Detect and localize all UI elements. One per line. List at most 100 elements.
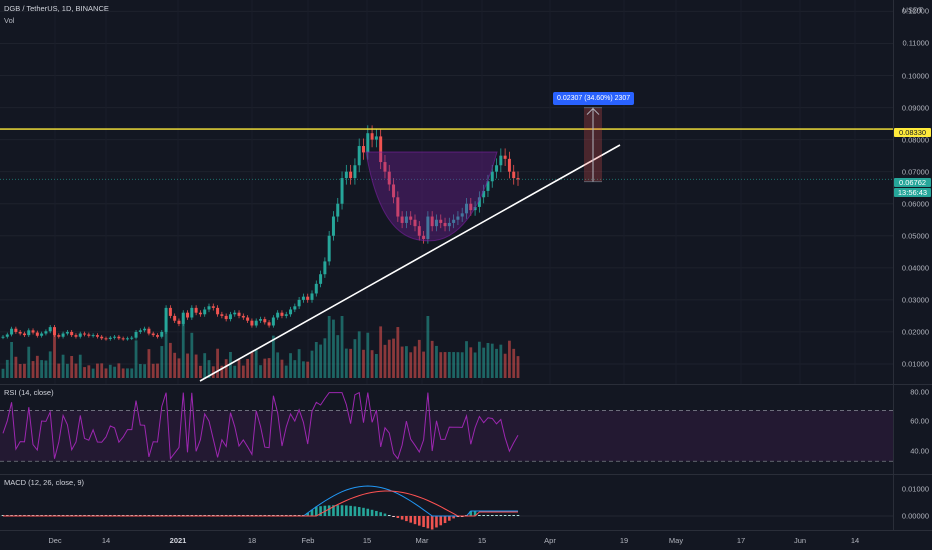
volume-bar	[96, 363, 99, 378]
volume-bar	[156, 363, 159, 378]
volume-bar	[332, 319, 335, 378]
rsi-title: RSI (14, close)	[4, 388, 54, 397]
macd-histogram-bar	[478, 515, 481, 516]
volume-bar	[473, 352, 477, 378]
macd-histogram-bar	[512, 515, 516, 516]
macd-histogram-bar	[375, 510, 378, 516]
time-axis-label: 17	[736, 536, 746, 545]
candle-body	[482, 190, 486, 198]
macd-histogram-bar	[508, 515, 511, 516]
candle-body	[439, 219, 443, 223]
volume-bar	[104, 368, 108, 378]
candle-body	[353, 165, 357, 179]
macd-histogram-bar	[516, 515, 520, 516]
volume-bar	[379, 326, 383, 378]
volume-bar	[134, 340, 138, 378]
time-axis-label: 19	[619, 536, 629, 545]
macd-signal-line	[3, 490, 518, 517]
volume-bar	[35, 355, 39, 378]
candle-body	[40, 333, 44, 336]
price-axis[interactable]: USDT 0.12000 0.11000 0.10000 0.09000 0.08000…	[893, 0, 932, 384]
macd-histogram-bar	[422, 516, 425, 528]
candle-body	[460, 213, 464, 217]
time-axis-label: 14	[101, 536, 111, 545]
candle-body	[18, 331, 22, 334]
macd-histogram-bar	[340, 505, 344, 516]
price-axis-label: 0.07000	[901, 167, 929, 177]
macd-histogram-bar	[503, 515, 507, 516]
macd-histogram-bar	[379, 512, 382, 516]
price-axis-label: 0.08000	[901, 135, 929, 145]
rsi-axis[interactable]: 80.00 60.00 40.00	[893, 385, 932, 474]
volume-bar	[499, 344, 503, 378]
candle-body	[486, 181, 490, 191]
candle-body	[57, 335, 61, 337]
volume-bar	[302, 361, 305, 378]
candle-body	[314, 283, 318, 294]
macd-histogram-bar	[336, 505, 340, 516]
macd-histogram-bar	[353, 506, 357, 516]
pane-separator[interactable]	[0, 384, 932, 385]
volume-bar	[263, 358, 267, 378]
macd-histogram-bar	[362, 507, 365, 516]
macd-histogram-bar	[409, 516, 413, 523]
countdown-tag: 13:56:43	[894, 188, 931, 197]
volume-bar	[452, 352, 456, 378]
volume-bar	[366, 332, 370, 378]
volume-bar	[447, 351, 451, 378]
macd-histogram-bar	[499, 515, 503, 516]
candle-body	[95, 335, 99, 337]
price-chart-canvas[interactable]	[0, 0, 893, 384]
macd-histogram-bar	[327, 505, 331, 516]
candle-body	[477, 197, 481, 207]
volume-bar	[512, 348, 516, 378]
candle-body	[48, 327, 52, 332]
candle-body	[224, 315, 228, 320]
candle-body	[503, 155, 507, 159]
candle-body	[267, 322, 271, 326]
macd-histogram-bar	[405, 516, 408, 522]
candle-body	[108, 337, 112, 339]
volume-bar	[486, 343, 490, 378]
volume-bar	[465, 341, 468, 378]
volume-bar	[259, 365, 262, 378]
volume-bar	[233, 365, 237, 378]
volume-bar	[44, 360, 48, 378]
volume-bar	[220, 365, 224, 378]
candle-body	[194, 307, 198, 313]
volume-bar	[370, 350, 374, 378]
price-axis-label: 0.01000	[901, 359, 929, 369]
macd-axis[interactable]: 0.01000 0.00000	[893, 475, 932, 530]
volume-bar	[280, 359, 284, 378]
candle-body	[374, 136, 378, 140]
candle-body	[70, 331, 74, 336]
macd-pane[interactable]: MACD (12, 26, close, 9)	[0, 475, 893, 530]
candle-body	[44, 331, 48, 334]
candle-body	[237, 312, 241, 316]
volume-bar	[460, 352, 464, 378]
volume-bar	[87, 365, 91, 378]
measure-tooltip: 0.02307 (34.60%) 2307	[553, 92, 635, 105]
candle-body	[125, 338, 129, 340]
volume-bar	[293, 360, 297, 378]
macd-histogram-bar	[482, 515, 485, 516]
candle-body	[241, 315, 245, 318]
candle-body	[465, 203, 468, 214]
candle-body	[143, 328, 147, 331]
rsi-pane[interactable]: RSI (14, close)	[0, 385, 893, 474]
rsi-canvas[interactable]	[0, 385, 893, 474]
volume-bar	[199, 365, 202, 378]
price-chart-pane[interactable]: DGB / TetherUS, 1D, BINANCE Vol 0.02307 …	[0, 0, 893, 384]
candle-body	[1, 336, 5, 338]
time-axis-label: 15	[477, 536, 487, 545]
candle-body	[181, 312, 185, 324]
macd-canvas[interactable]	[0, 475, 893, 530]
volume-bar	[100, 363, 104, 378]
time-axis-label: 14	[850, 536, 860, 545]
price-axis-label: 0.10000	[901, 71, 929, 80]
volume-bar	[91, 368, 95, 378]
pane-separator[interactable]	[0, 474, 932, 475]
candle-body	[61, 333, 65, 337]
candle-body	[5, 334, 9, 337]
measure-arrow-head	[586, 107, 600, 115]
